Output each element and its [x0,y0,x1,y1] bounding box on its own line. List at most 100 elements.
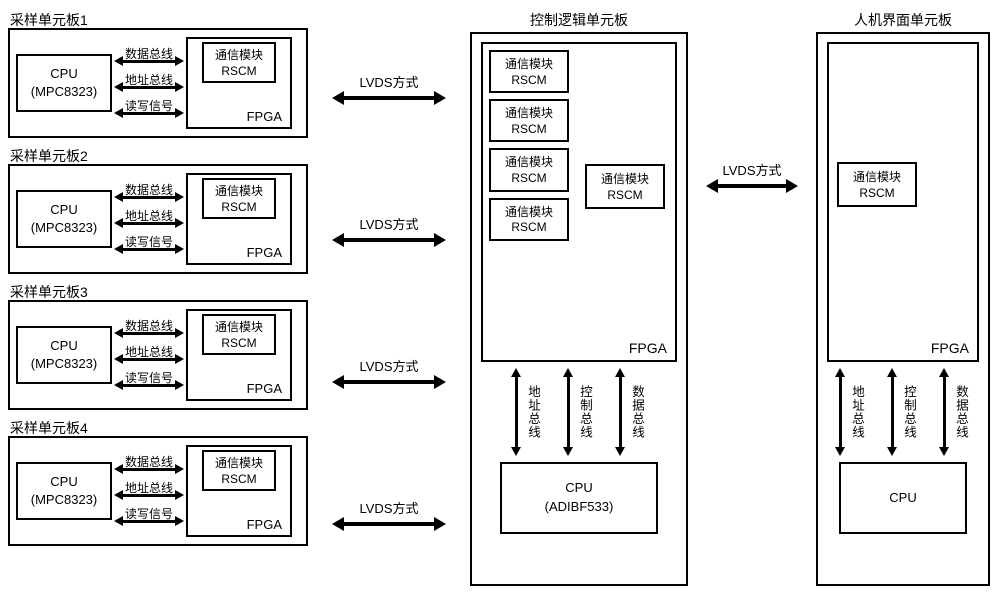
sampling-unit-4: 采样单元板4 CPU(MPC8323) 数据总线 地址总线 读写信号 通信模块R… [8,418,308,546]
double-arrow-icon [332,517,446,531]
hmi-board: 通信模块RSCM FPGA 地址总线 控制总线 数据总线 CPU [816,32,990,586]
bus-group: 数据总线 地址总线 读写信号 [114,184,184,254]
rscm-l1: 通信模块 [215,320,263,334]
double-arrow-icon [114,192,184,202]
rscm-box: 通信模块 RSCM [202,450,276,491]
rscm-l2: RSCM [221,472,256,486]
lvds-label: LVDS方式 [360,72,419,91]
fpga-box: 通信模块 RSCM FPGA [186,445,292,537]
vbus-control: 控制总线 [563,368,595,456]
sampling-board: CPU (MPC8323) 数据总线 地址总线 读写信号 [8,28,308,138]
sampling-title: 采样单元板4 [10,418,308,438]
vbus-label: 地址总线 [524,385,543,439]
lvds-connector: LVDS方式 [308,312,470,454]
bus-1: 数据总线 [114,48,184,66]
vbus-address: 地址总线 [511,368,543,456]
fpga-label: FPGA [247,245,286,261]
rscm-l2: RSCM [511,220,546,234]
cpu-box: CPU (MPC8323) [16,54,112,112]
rscm-l2: RSCM [607,188,642,202]
vbus-label: 地址总线 [848,385,867,439]
lvds-connector: LVDS方式 [308,454,470,596]
vbus-row: 地址总线 控制总线 数据总线 [835,368,971,456]
bus-2: 地址总线 [114,74,184,92]
sampling-unit-1: 采样单元板1 CPU (MPC8323) 数据总线 地址总线 [8,10,308,138]
rscm-right: 通信模块RSCM [585,164,665,209]
double-arrow-icon [114,82,184,92]
double-arrow-v-icon [511,368,521,456]
lvds-label: LVDS方式 [360,214,419,233]
hmi-fpga-box: 通信模块RSCM FPGA [827,42,979,362]
rscm-box: 通信模块RSCM [202,178,276,219]
hmi-title: 人机界面单元板 [816,10,990,30]
cpu-l1: CPU [502,479,656,498]
rscm-stack: 通信模块RSCM 通信模块RSCM 通信模块RSCM 通信模块RSCM [489,50,571,241]
rscm-l2: RSCM [221,64,256,78]
rscm-l1: 通信模块 [505,106,553,120]
cpu-l1: CPU [18,65,110,83]
double-arrow-icon [114,516,184,526]
cpu-l1: CPU [18,201,110,219]
sampling-unit-3: 采样单元板3 CPU(MPC8323) 数据总线 地址总线 读写信号 通信模块R… [8,282,308,410]
ctrl-fpga-box: 通信模块RSCM 通信模块RSCM 通信模块RSCM 通信模块RSCM 通信模块… [481,42,677,362]
rscm-box: 通信模块 RSCM [202,314,276,355]
vbus-control: 控制总线 [887,368,919,456]
sampling-title: 采样单元板1 [10,10,308,30]
fpga-label: FPGA [247,517,286,533]
rscm-l1: 通信模块 [505,155,553,169]
sampling-board: CPU(MPC8323) 数据总线 地址总线 读写信号 通信模块 RSCM FPG… [8,300,308,410]
vbus-label: 控制总线 [576,385,595,439]
hmi-column: 人机界面单元板 通信模块RSCM FPGA 地址总线 控制总线 数据总线 [816,10,990,586]
double-arrow-icon [114,380,184,390]
double-arrow-v-icon [563,368,573,456]
ctrl-title: 控制逻辑单元板 [470,10,688,30]
double-arrow-v-icon [939,368,949,456]
rscm-box: 通信模块 RSCM [202,42,276,83]
fpga-label: FPGA [247,109,286,125]
lvds-connector-right: LVDS方式 [688,10,816,193]
double-arrow-icon [332,91,446,105]
cpu-box: CPU(MPC8323) [16,326,112,384]
lvds-connector: LVDS方式 [308,28,470,170]
sampling-board: CPU (MPC8323) 数据总线 地址总线 读写信号 通信模块RSCM FP… [8,164,308,274]
fpga-label: FPGA [247,381,286,397]
double-arrow-v-icon [887,368,897,456]
rscm-l2: RSCM [511,73,546,87]
vbus-data: 数据总线 [615,368,647,456]
fpga-label: FPGA [629,340,667,356]
lvds-connectors-left: LVDS方式 LVDS方式 LVDS方式 LVDS方式 [308,10,470,596]
fpga-box: 通信模块 RSCM FPGA [186,309,292,401]
rscm-l2: RSCM [859,186,894,200]
lvds-label: LVDS方式 [360,498,419,517]
rscm-l2: RSCM [511,122,546,136]
cpu-l2: (MPC8323) [18,355,110,373]
cpu-l2: (MPC8323) [18,219,110,237]
double-arrow-icon [332,233,446,247]
double-arrow-v-icon [835,368,845,456]
sampling-unit-2: 采样单元板2 CPU (MPC8323) 数据总线 地址总线 读写信号 通信模块… [8,146,308,274]
rscm-l1: 通信模块 [853,170,901,184]
ctrl-cpu-box: CPU (ADIBF533) [500,462,658,534]
vbus-label: 数据总线 [952,385,971,439]
double-arrow-icon [114,328,184,338]
cpu-box: CPU (MPC8323) [16,190,112,248]
sampling-title: 采样单元板2 [10,146,308,166]
cpu-l2: (ADIBF533) [502,498,656,517]
rscm-l2: RSCM [221,336,256,350]
sampling-column: 采样单元板1 CPU (MPC8323) 数据总线 地址总线 [8,10,308,546]
rscm-l1: 通信模块 [215,456,263,470]
sampling-board: CPU(MPC8323) 数据总线 地址总线 读写信号 通信模块RSCM FPG… [8,436,308,546]
rscm-l1: 通信模块 [215,48,263,62]
cpu-l2: (MPC8323) [18,491,110,509]
double-arrow-icon [114,490,184,500]
fpga-box: 通信模块RSCM FPGA [186,173,292,265]
rscm-box: 通信模块RSCM [585,164,665,209]
rscm-l1: 通信模块 [505,205,553,219]
rscm-box: 通信模块RSCM [489,148,569,191]
rscm-box: 通信模块RSCM [489,198,569,241]
lvds-label: LVDS方式 [723,160,782,179]
diagram-root: 采样单元板1 CPU (MPC8323) 数据总线 地址总线 [8,10,992,596]
control-logic-column: 控制逻辑单元板 通信模块RSCM 通信模块RSCM 通信模块RSCM 通信模块R… [470,10,688,586]
double-arrow-v-icon [615,368,625,456]
bus-group: 数据总线 地址总线 读写信号 [114,320,184,390]
